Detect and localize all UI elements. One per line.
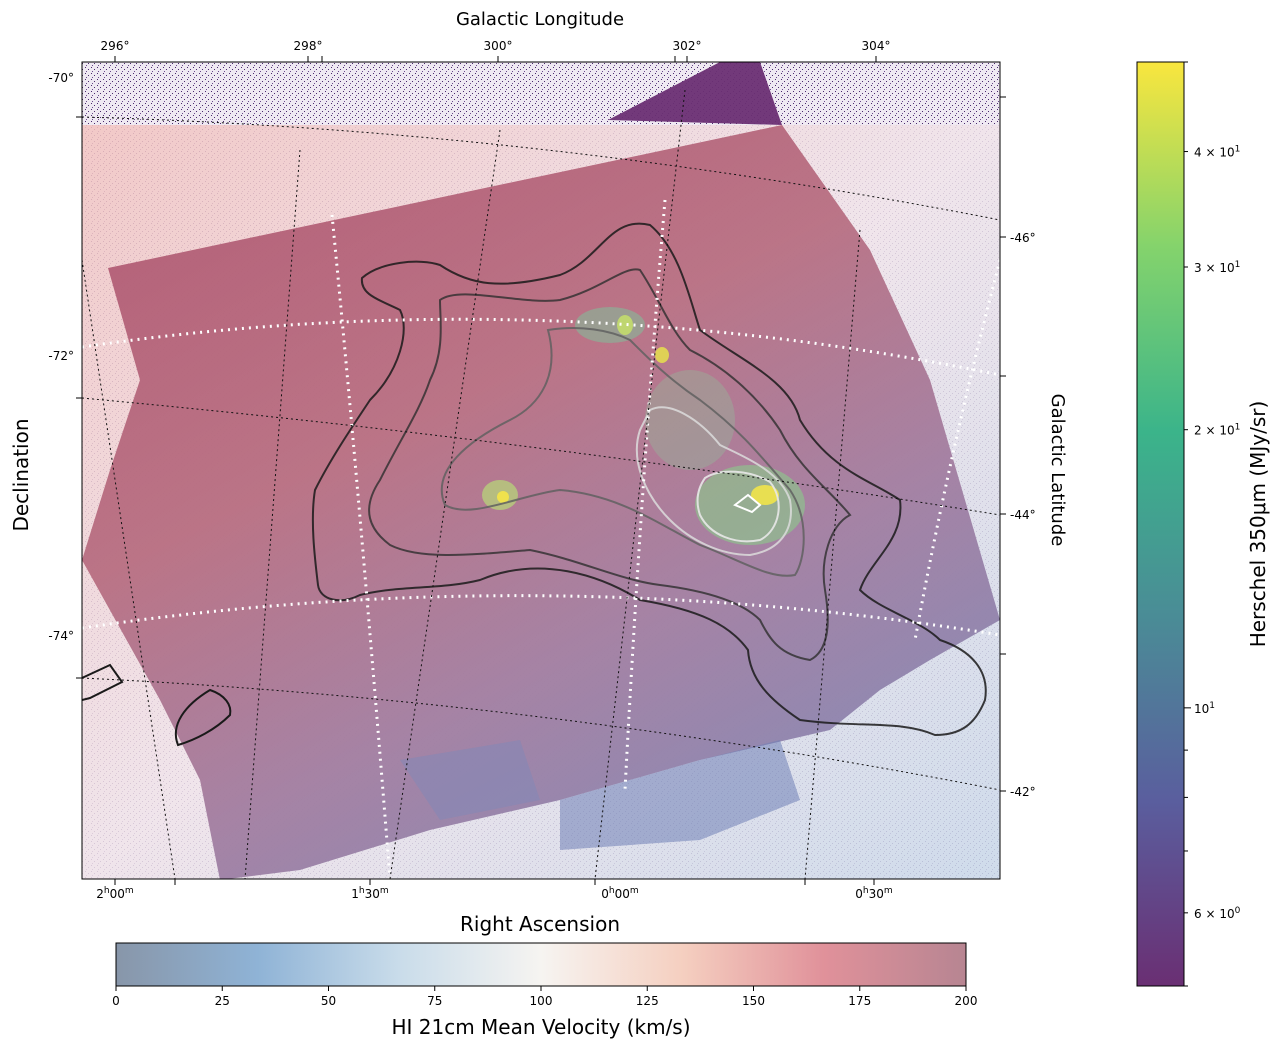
- glon-tick-label: 302°: [673, 39, 702, 53]
- ra-tick-label: 2h00m: [96, 886, 133, 901]
- contour-small-2: [174, 688, 232, 747]
- velocity-colorbar: 0 25 50 75 100 125 150 175 200 HI 21cm Mean Velo…: [112, 942, 977, 1039]
- herschel-tick-label: 4 × 101: [1194, 145, 1240, 160]
- contour-outer: [311, 222, 987, 737]
- ra-tick-label: 1h30m: [351, 886, 388, 901]
- herschel-tick-label: 3 × 101: [1194, 260, 1240, 275]
- equatorial-ra-line: [82, 259, 176, 879]
- sky-map: [81, 61, 1001, 880]
- glon-tick-label: 298°: [294, 39, 323, 53]
- glat-tick-label: -46°: [1010, 231, 1036, 245]
- herschel-edge-region: [608, 62, 782, 125]
- galactic-lat-line: [82, 594, 1000, 637]
- low-velocity-region: [560, 740, 800, 850]
- herschel-tick-label: 6 × 100: [1194, 906, 1241, 921]
- dec-axis-label: Declination: [9, 418, 33, 531]
- velocity-colorbar-ticks: 0 25 50 75 100 125 150 175 200: [112, 986, 977, 1008]
- emission-peak: [655, 347, 669, 363]
- galactic-lon-line: [913, 259, 1000, 641]
- contour-inner-4: [696, 470, 780, 543]
- herschel-colorbar-ticks: 6 × 100 101 2 × 101 3 × 101 4 × 101: [1184, 61, 1241, 987]
- dec-tick-label: -70°: [48, 71, 74, 85]
- galactic-lat-line: [82, 317, 1000, 377]
- contour-inner-3: [635, 406, 792, 557]
- velocity-tick-label: 75: [427, 994, 442, 1008]
- ra-axis: 2h00m 1h30m 0h00m 0h30m Right Ascension: [96, 886, 892, 936]
- contour-peak: [733, 493, 762, 514]
- equatorial-dec-line: [82, 397, 1000, 516]
- emission-peak: [751, 485, 779, 505]
- equatorial-ra-line: [389, 129, 501, 879]
- equatorial-ra-line: [804, 229, 861, 879]
- emission-blob: [645, 370, 735, 470]
- glon-axis-label: Galactic Longitude: [456, 9, 624, 30]
- velocity-tick-label: 200: [955, 994, 978, 1008]
- velocity-tick-label: 100: [530, 994, 553, 1008]
- velocity-colorbar-bar: [115, 942, 967, 987]
- plot-frame: [81, 61, 1001, 880]
- herschel-tick-label: 101: [1194, 701, 1215, 716]
- contour-inner-2: [440, 327, 805, 577]
- velocity-colorbar-label: HI 21cm Mean Velocity (km/s): [391, 1015, 690, 1039]
- low-velocity-region-2: [400, 740, 540, 820]
- velocity-tick-label: 125: [636, 994, 659, 1008]
- velocity-tick-label: 0: [112, 994, 120, 1008]
- dec-tick-label: -72°: [48, 349, 74, 363]
- herschel-tick-label: 2 × 101: [1194, 423, 1240, 438]
- glat-tick-label: -44°: [1010, 508, 1036, 522]
- equatorial-ra-line: [594, 89, 686, 879]
- emission-peak: [497, 491, 509, 503]
- glat-axis: -46° -44° -42° Galactic Latitude: [1010, 231, 1068, 799]
- herschel-colorbar-bar: [1136, 61, 1185, 987]
- equatorial-dec-line: [82, 677, 1000, 791]
- equatorial-ra-line: [244, 149, 301, 879]
- dec-tick-label: -74°: [48, 629, 74, 643]
- glon-axis: 296° 298° 300° 302° 304° Galactic Longit…: [101, 9, 891, 53]
- glon-tick-label: 296°: [101, 39, 130, 53]
- velocity-tick-label: 25: [215, 994, 230, 1008]
- herschel-colorbar-label: Herschel 350μm (MJy/sr): [1246, 401, 1270, 648]
- emission-blob: [695, 465, 805, 545]
- ra-tick-label: 0h00m: [601, 886, 638, 901]
- glat-axis-label: Galactic Latitude: [1047, 394, 1068, 547]
- ra-tick-label: 0h30m: [855, 886, 892, 901]
- contour-inner-1: [368, 268, 852, 662]
- galactic-lon-line: [330, 214, 392, 879]
- velocity-tick-label: 50: [321, 994, 336, 1008]
- contour-small-1: [82, 663, 124, 701]
- glon-tick-label: 304°: [862, 39, 891, 53]
- axis-ticks: [76, 56, 1006, 885]
- hi-velocity-map: [82, 125, 1000, 879]
- ra-axis-label: Right Ascension: [460, 912, 620, 936]
- velocity-tick-label: 175: [848, 994, 871, 1008]
- velocity-tick-label: 150: [742, 994, 765, 1008]
- glat-tick-label: -42°: [1010, 785, 1036, 799]
- glon-tick-label: 300°: [484, 39, 513, 53]
- dec-axis: -70° -72° -74° Declination: [9, 71, 74, 643]
- emission-peak: [617, 315, 633, 335]
- herschel-colorbar: 6 × 100 101 2 × 101 3 × 101 4 × 101 Herschel…: [1136, 61, 1270, 987]
